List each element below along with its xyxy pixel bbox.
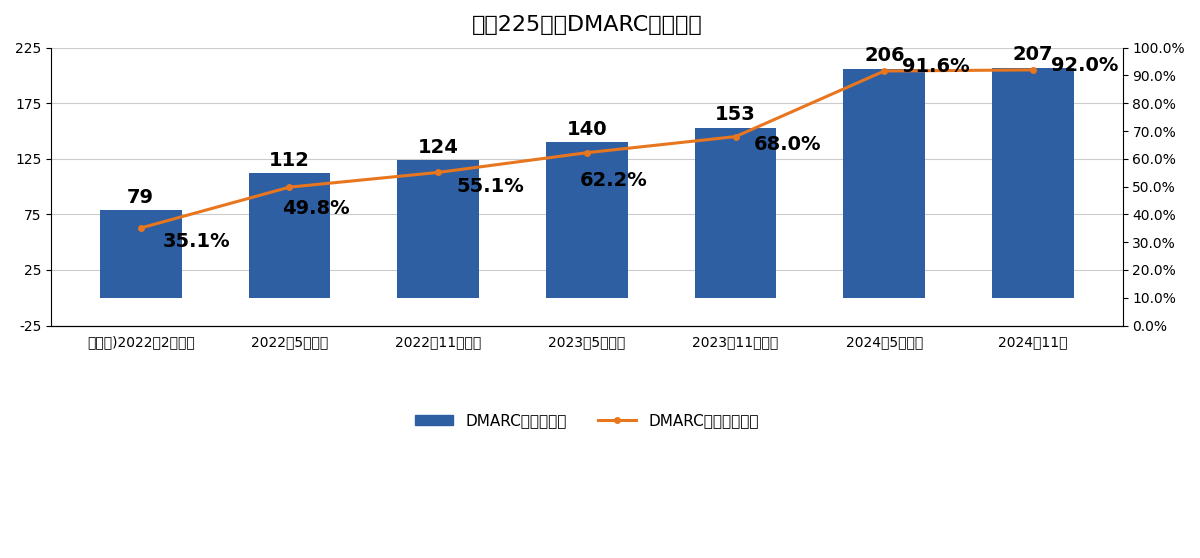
Bar (695, 128, 776, 298)
Text: 68.0%: 68.0% (754, 136, 821, 155)
Bar (248, 174, 330, 298)
Bar (100, 210, 181, 298)
Bar (844, 69, 925, 298)
Text: 92.0%: 92.0% (1051, 56, 1118, 75)
Text: 55.1%: 55.1% (456, 177, 523, 196)
Text: 206: 206 (864, 46, 905, 65)
Text: 112: 112 (269, 151, 310, 170)
Text: 153: 153 (715, 105, 756, 124)
Legend: DMARC導入企業数, DMARC導入企業割合: DMARC導入企業数, DMARC導入企業割合 (409, 407, 764, 435)
Text: 62.2%: 62.2% (580, 171, 647, 190)
Text: 207: 207 (1013, 45, 1054, 64)
Text: 91.6%: 91.6% (902, 57, 970, 76)
Text: 79: 79 (127, 187, 155, 206)
Text: 49.8%: 49.8% (282, 199, 349, 218)
Bar (992, 68, 1074, 298)
Bar (546, 142, 628, 298)
Text: 124: 124 (418, 138, 458, 157)
Text: 35.1%: 35.1% (163, 232, 230, 252)
Bar (397, 160, 479, 298)
Text: 140: 140 (566, 120, 607, 139)
Title: 日経225企業DMARC導入状況: 日経225企業DMARC導入状況 (472, 15, 702, 35)
